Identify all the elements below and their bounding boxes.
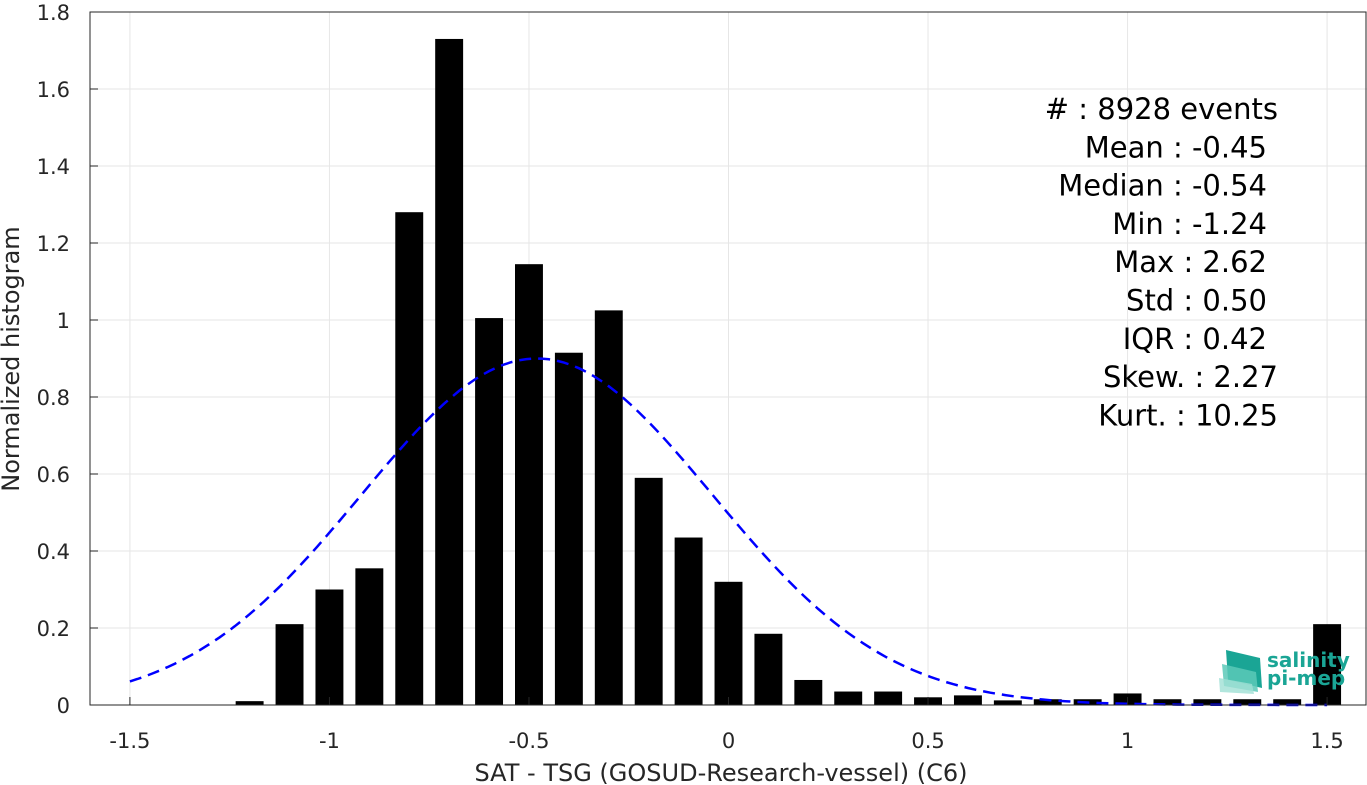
histogram-bar [475, 318, 504, 705]
salinity-pimep-logo: salinity pi-mep [1219, 648, 1350, 694]
x-axis-ticks: -1.5 -1 -0.5 0 0.5 1 1.5 [109, 697, 1344, 753]
histogram-bar [275, 624, 304, 705]
y-tick-label: 0.2 [37, 617, 70, 641]
histogram-bar [235, 701, 264, 705]
logo-wave-icon [1219, 650, 1262, 694]
histogram-bar [435, 38, 464, 705]
y-tick-label: 1.4 [37, 155, 70, 179]
histogram-bar [554, 352, 583, 705]
y-tick-label: 1.6 [37, 78, 70, 102]
y-tick-label: 1 [57, 309, 70, 333]
x-tick-label: -0.5 [508, 729, 549, 753]
histogram-bar [834, 691, 863, 705]
histogram-bar [714, 581, 743, 705]
statistics-box: # : 8928 events Mean : -0.45 Median : -0.5… [1045, 92, 1278, 432]
x-tick-label: 0.5 [911, 729, 944, 753]
histogram-bar [315, 589, 344, 705]
logo-text-pimep: pi-mep [1267, 666, 1345, 690]
y-tick-label: 0.6 [37, 463, 70, 487]
histogram-bar [674, 537, 703, 705]
histogram-bar [874, 691, 903, 705]
stat-line: Kurt. : 10.25 [1098, 398, 1278, 432]
histogram-bar [515, 264, 543, 705]
y-tick-label: 1.8 [37, 1, 70, 25]
x-tick-label: 0 [722, 729, 735, 753]
stat-line: Max : 2.62 [1114, 245, 1267, 279]
y-tick-label: 0 [57, 694, 70, 718]
y-tick-label: 0.4 [37, 540, 70, 564]
logo-text-salinity: salinity [1267, 648, 1350, 672]
stat-line: Min : -1.24 [1112, 207, 1267, 241]
histogram-bar [395, 212, 424, 705]
histogram-bar [1233, 699, 1262, 705]
histogram-bar [1313, 624, 1342, 705]
histogram-bar [1033, 699, 1062, 705]
histogram-bar [1153, 699, 1182, 705]
histogram-bar [794, 679, 823, 705]
histogram-bar [355, 568, 384, 705]
histogram-bars [235, 38, 1342, 705]
stat-line: IQR : 0.42 [1123, 322, 1267, 356]
y-axis-ticks: 0 0.2 0.4 0.6 0.8 1 1.2 1.4 1.6 1.8 [37, 1, 98, 718]
histogram-bar [754, 633, 783, 705]
x-tick-label: -1.5 [109, 729, 150, 753]
stat-line: Mean : -0.45 [1085, 130, 1267, 164]
histogram-bar [1273, 699, 1302, 705]
stat-line: # : 8928 events [1045, 92, 1278, 126]
stat-line: Median : -0.54 [1058, 169, 1267, 203]
histogram-bar [1193, 699, 1222, 705]
x-tick-label: 1.5 [1310, 729, 1343, 753]
x-axis-label: SAT - TSG (GOSUD-Research-vessel) (C6) [475, 759, 968, 785]
y-tick-label: 1.2 [37, 232, 70, 256]
histogram-bar [993, 700, 1022, 705]
x-tick-label: -1 [319, 729, 340, 753]
y-axis-label: Normalized histogram [0, 226, 25, 491]
normal-fit-curve [129, 357, 1328, 707]
stat-line: Skew. : 2.27 [1103, 360, 1278, 394]
stat-line: Std : 0.50 [1126, 284, 1267, 318]
histogram-bar [594, 310, 623, 705]
histogram-bar [634, 477, 663, 705]
histogram-bar [953, 695, 982, 705]
x-tick-label: 1 [1121, 729, 1134, 753]
y-tick-label: 0.8 [37, 386, 70, 410]
